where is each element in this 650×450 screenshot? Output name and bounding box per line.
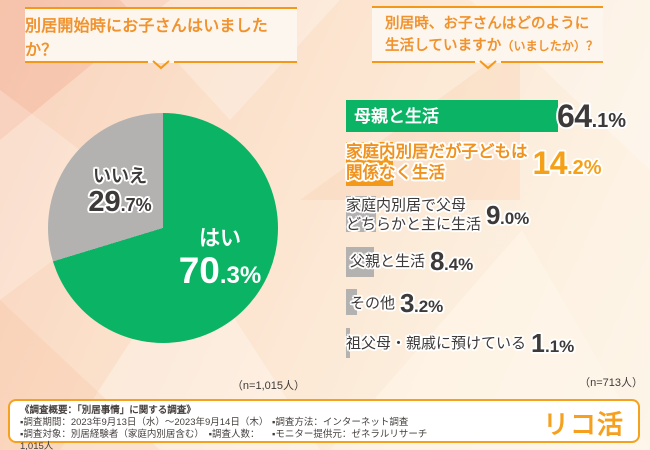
question-title-left: 別居開始時にお子さんはいましたか？: [25, 18, 269, 59]
rikokatsu-logo: リコ活: [542, 409, 624, 440]
pie-chart: [48, 113, 278, 343]
survey-monitor-provider: ▪モニター提供元：ゼネラルリサーチ: [272, 429, 428, 440]
pct-frac: .1%: [544, 336, 575, 356]
bar-label: その他: [350, 295, 396, 312]
bar: [346, 247, 374, 277]
pct-frac: .2%: [567, 156, 602, 179]
chevron-down-icon: [152, 60, 170, 70]
divider: [174, 61, 297, 63]
pct-int: 1: [531, 327, 545, 358]
pie-label-no-value: 29.7%: [70, 186, 170, 219]
bar: [346, 196, 376, 232]
question-title-right-line1: 別居時、お子さんはどのように: [385, 16, 590, 33]
question-box-left: 別居開始時にお子さんはいましたか？: [25, 7, 297, 70]
bar: [346, 328, 350, 358]
bar-row: その他 3.2%: [346, 288, 646, 319]
bar: [346, 100, 558, 132]
bar-label: 祖父母・親戚に預けている: [346, 334, 527, 352]
bar-label: 母親と生活: [354, 106, 439, 126]
bar-row: 家庭内別居だが子どもは 関係なく生活 14.2%: [346, 142, 646, 186]
survey-summary-footer: 《調査概要：「別居事情」に関する調査》 ▪調査期間：2023年9月13日（水）～…: [8, 399, 640, 450]
survey-summary-title: 《調査概要：「別居事情」に関する調査》: [20, 405, 196, 416]
bar-value: 9.0%: [486, 200, 529, 231]
pct-int: 8: [430, 246, 444, 276]
bar: [346, 289, 357, 315]
sample-size-right: （n=713人）: [579, 377, 643, 389]
question-title-right-line2: 生活していますか（いましたか）？: [385, 36, 603, 57]
bar-label-line: 家庭内別居で父母: [346, 197, 467, 214]
pie-label-yes-text: はい: [199, 227, 241, 250]
pct-frac: .3%: [219, 262, 262, 289]
bar-value: 64.1%: [557, 98, 626, 135]
bar-label: 家庭内別居で父母 どちらかと主に生活: [346, 196, 481, 234]
question-title-right-line2b: （いましたか）？: [501, 38, 599, 53]
bar-row: 家庭内別居で父母 どちらかと主に生活 9.0%: [346, 196, 646, 236]
pct-frac: .2%: [413, 297, 444, 316]
pct-int: 3: [400, 288, 414, 318]
divider: [500, 61, 603, 63]
chevron-down-icon: [478, 60, 497, 70]
bar-label: 家庭内別居だが子どもは 関係なく生活: [346, 142, 528, 184]
pct-frac: .7%: [120, 195, 152, 215]
bar-label: 父親と生活: [350, 253, 426, 270]
bar-label-line: 家庭内別居だが子どもは: [346, 143, 528, 161]
bar-value: 14.2%: [533, 145, 602, 182]
pct-int: 64: [557, 97, 592, 134]
bar-value: 3.2%: [400, 288, 443, 319]
bar-row: 母親と生活 64.1%: [346, 98, 646, 135]
survey-target-and-count: ▪調査対象：別居経験者（家庭内別居含む） ▪調査人数：1,015人: [20, 429, 260, 450]
pct-int: 70: [178, 250, 220, 291]
sample-size-left: （n=1,015人）: [231, 380, 305, 392]
bar-label-line: どちらかと主に生活: [346, 216, 482, 233]
pct-int: 14: [532, 144, 568, 181]
pie-label-no: いいえ 29.7%: [70, 166, 170, 219]
pie-label-no-text: いいえ: [93, 166, 147, 186]
bar-row: 祖父母・親戚に預けている 1.1%: [346, 326, 646, 360]
question-title-right-line2a: 生活していますか: [385, 37, 502, 54]
bar-value: 1.1%: [531, 328, 574, 359]
pct-frac: .0%: [499, 208, 530, 228]
pct-int: 29: [88, 186, 121, 218]
divider: [372, 61, 475, 63]
pct-frac: .1%: [591, 109, 627, 132]
survey-method: ▪調査方法：インターネット調査: [272, 417, 409, 428]
bar-label-line: 関係なく生活: [346, 164, 445, 182]
pct-int: 9: [486, 199, 500, 230]
bar: [346, 142, 393, 186]
pct-frac: .4%: [443, 255, 474, 274]
bar-value: 8.4%: [430, 246, 473, 277]
question-box-right: 別居時、お子さんはどのように 生活していますか（いましたか）？: [372, 6, 603, 70]
survey-period: ▪調査期間：2023年9月13日（水）～2023年9月14日（木）: [20, 417, 269, 428]
bar-row: 父親と生活 8.4%: [346, 246, 646, 278]
pie-label-yes-value: 70.3%: [168, 250, 272, 292]
bar-chart: 母親と生活 64.1% 家庭内別居だが子どもは 関係なく生活 14.2% 家庭内別…: [346, 98, 646, 360]
pie-label-yes: はい 70.3%: [168, 227, 272, 292]
divider: [25, 61, 148, 63]
